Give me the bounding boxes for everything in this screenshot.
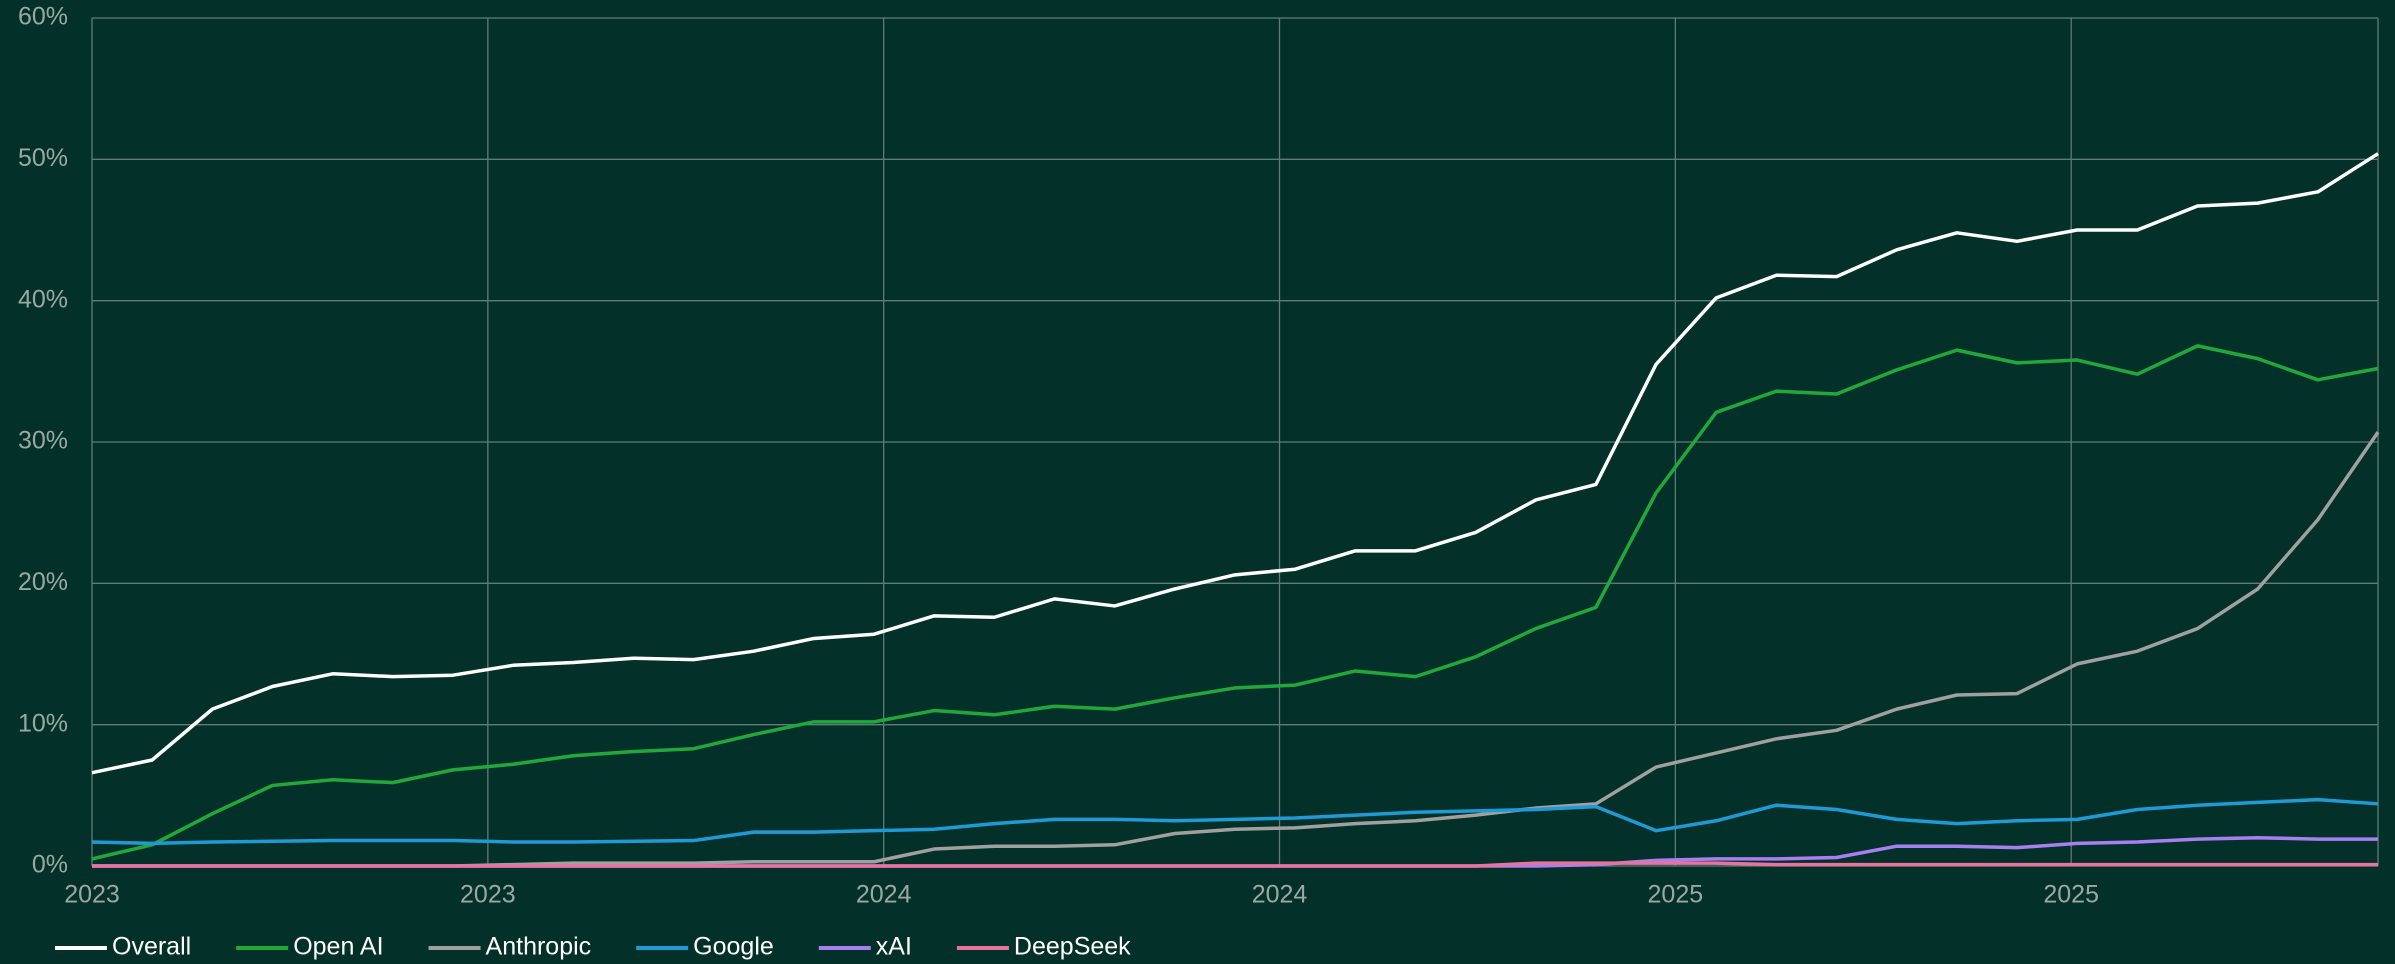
series-line xyxy=(92,431,2380,868)
legend-label: xAI xyxy=(876,933,912,961)
x-tick-label: 2025 xyxy=(2043,881,2099,909)
legend-label: Open AI xyxy=(293,933,383,961)
y-tick-label: 50% xyxy=(18,144,68,172)
y-tick-label: 10% xyxy=(18,709,68,737)
x-tick-label: 2023 xyxy=(460,881,516,909)
x-tick-label: 2024 xyxy=(1252,881,1308,909)
y-tick-label: 40% xyxy=(18,285,68,313)
y-tick-label: 20% xyxy=(18,568,68,596)
y-tick-label: 30% xyxy=(18,427,68,455)
series-line xyxy=(91,797,2379,846)
y-tick-label: 60% xyxy=(18,3,68,31)
x-tick-label: 2024 xyxy=(856,881,912,909)
legend-label: Google xyxy=(693,933,774,961)
series-line xyxy=(92,861,2378,868)
series-line xyxy=(91,152,2379,775)
legend-label: DeepSeek xyxy=(1014,933,1131,961)
series-line xyxy=(91,344,2379,861)
y-tick-label: 0% xyxy=(32,851,68,879)
legend-label: Anthropic xyxy=(486,933,592,961)
x-tick-label: 2023 xyxy=(64,881,120,909)
x-tick-label: 2025 xyxy=(1648,881,1704,909)
legend-label: Overall xyxy=(112,933,191,961)
